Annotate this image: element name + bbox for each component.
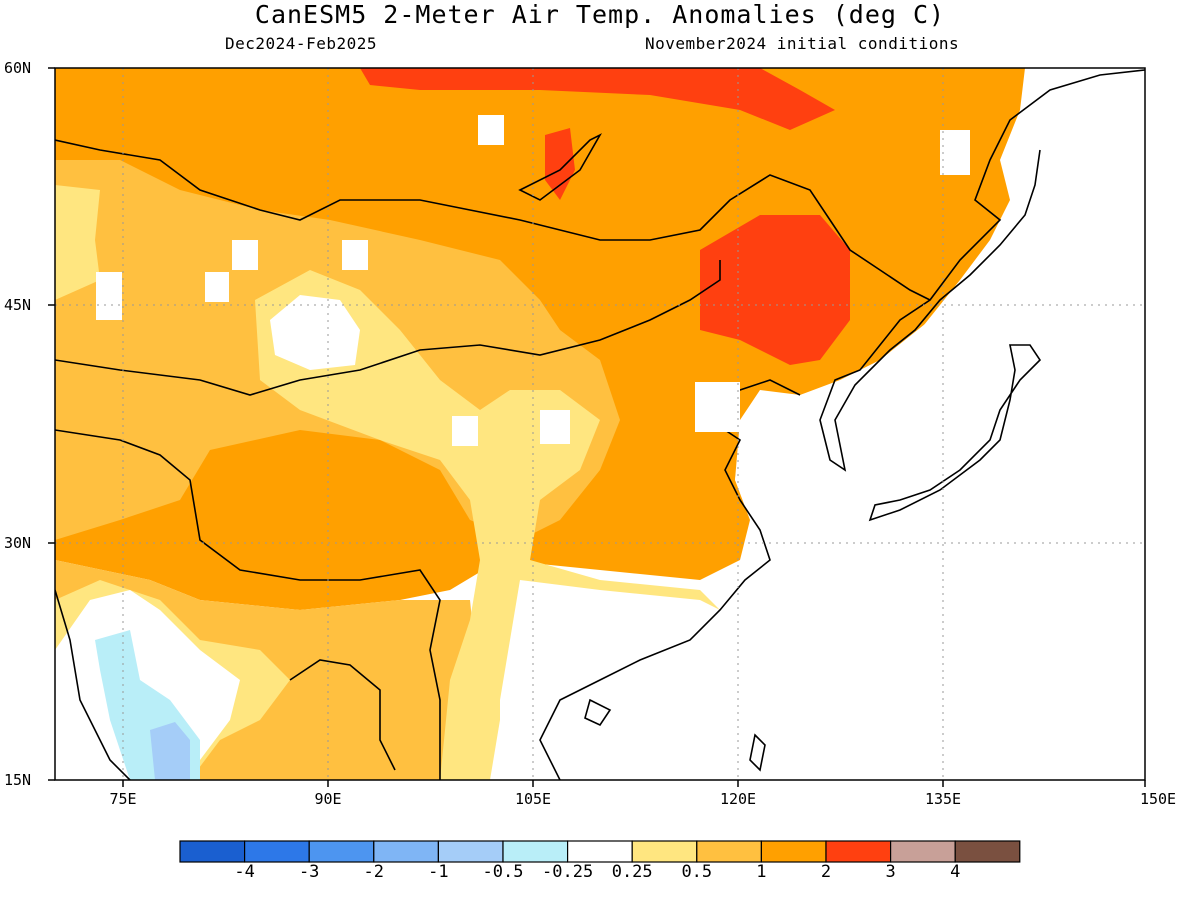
colorbar-label: -4 [234,862,255,882]
colorbar-label: 2 [820,862,832,882]
colorbar-swatch [566,840,633,863]
colorbar-label: 0.25 [611,862,653,882]
lat-label-60n: 60N [4,59,32,77]
colorbar-label: 4 [950,862,961,882]
colorbar-swatch [502,840,569,863]
anomaly-region-red-baikal [545,128,575,200]
anomaly-region-yellow [255,270,720,780]
colorbar-swatch [179,840,246,863]
colorbar-swatch [954,840,1021,863]
colorbar-swatch [760,840,827,863]
anomaly-region-yellow-west [55,185,100,300]
lon-label-150e: 150E [1139,790,1177,808]
colorbar-swatch [825,840,892,863]
coastline [55,69,1145,780]
colorbar-label: 1 [756,862,767,882]
anomaly-region-white-tarim [270,295,360,370]
map-title: CanESM5 2-Meter Air Temp. Anomalies (deg… [254,0,946,29]
colorbar [179,840,1021,863]
forecast-period: Dec2024-Feb2025 [225,34,377,53]
anomaly-field [55,68,1145,780]
lat-label-30n: 30N [4,534,32,552]
lon-label-120e: 120E [719,790,757,808]
anomaly-region-blue [150,722,190,780]
missing-data-cells [96,115,970,446]
colorbar-swatch [373,840,439,863]
colorbar-swatch [696,840,762,863]
lat-label-45n: 45N [4,296,32,314]
lon-label-75e: 75E [109,790,137,808]
lon-label-90e: 90E [314,790,342,808]
colorbar-swatch [437,840,504,863]
colorbar-label: -2 [363,862,385,882]
colorbar-label: 3 [885,862,896,882]
initial-conditions: November2024 initial conditions [645,34,960,53]
map-frame [54,67,1146,781]
colorbar-swatch [308,840,375,863]
colorbar-label: -0.25 [542,862,594,882]
colorbar-label: -3 [298,862,320,882]
anomaly-region-white-southeast [500,580,760,780]
colorbar-label: 0.5 [681,862,713,882]
colorbar-swatch [889,840,956,863]
colorbar-label: -0.5 [482,862,524,882]
colorbar-label: -1 [428,862,449,882]
colorbar-swatch [631,840,698,863]
lon-label-105e: 105E [514,790,552,808]
axis-ticks [48,67,1146,787]
anomaly-region-red-north [360,68,835,130]
lat-label-15n: 15N [4,771,32,789]
colorbar-swatch [244,840,310,863]
ocean-mask [735,68,1145,780]
lon-label-135e: 135E [924,790,962,808]
